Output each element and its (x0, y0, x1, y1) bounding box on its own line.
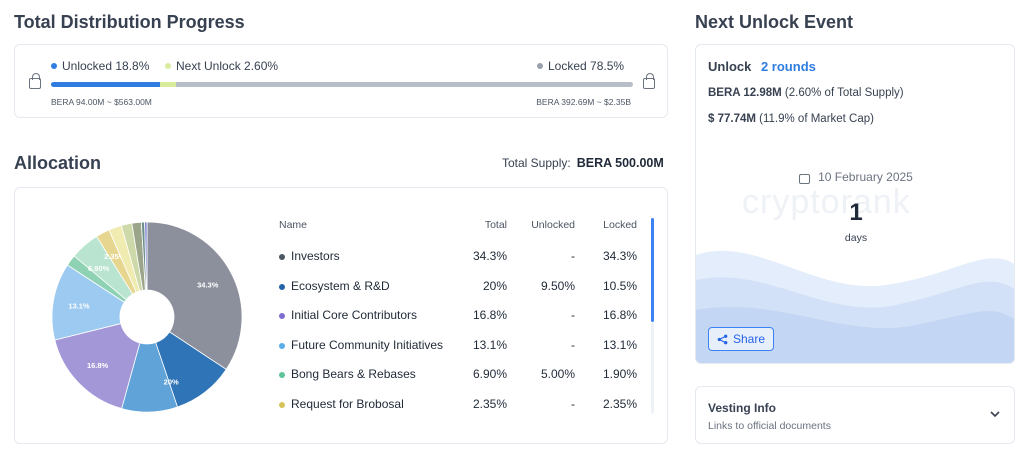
allocation-row-name: Investors (291, 249, 340, 263)
legend-locked: Locked 78.5% (537, 59, 624, 73)
legend-next-unlock: Next Unlock 2.60% (165, 59, 278, 73)
locked-dot (537, 63, 543, 69)
distribution-progress-card: Unlocked 18.8% Next Unlock 2.60% Locked … (14, 44, 668, 118)
allocation-row-unlocked: 9.50% (540, 278, 575, 293)
legend-unlocked-label: Unlocked 18.8% (62, 59, 150, 73)
pie-slice-label: 20% (164, 378, 179, 387)
unlock-bera-amount: BERA 12.98M (2.60% of Total Supply) (708, 87, 904, 99)
unlock-usd-note: (11.9% of Market Cap) (759, 113, 874, 125)
next-unlock-title: Next Unlock Event (695, 12, 854, 32)
legend-locked-label: Locked 78.5% (548, 59, 625, 73)
vesting-title: Vesting Info (708, 401, 777, 415)
table-scrollbar-thumb[interactable] (651, 218, 654, 322)
pie-slice-locked[interactable] (54, 323, 141, 410)
allocation-title: Allocation (14, 153, 102, 173)
allocation-row-name: Bong Bears & Rebases (291, 367, 416, 381)
column-header-total: Total (484, 219, 507, 231)
allocation-row-locked: 10.5% (602, 278, 637, 293)
progress-unlocked-segment (51, 82, 161, 87)
allocation-row-total: 2.35% (472, 396, 507, 411)
row-color-dot (279, 283, 285, 290)
chevron-down-icon[interactable] (990, 411, 1000, 418)
allocation-card: 34.3% 20% 16.8% 13.1% 6.90% 2.35% Name Total … (14, 187, 668, 444)
allocation-row-total: 16.8% (472, 308, 507, 322)
unlock-usd-amount: $ 77.74M (11.9% of Market Cap) (708, 113, 874, 125)
next-unlock-dot (165, 63, 171, 69)
row-color-dot (279, 254, 285, 260)
allocation-row-locked: 1.90% (602, 367, 637, 381)
allocation-row-unlocked: 5.00% (540, 367, 575, 381)
unlock-date: 10 February 2025 (696, 170, 1014, 184)
unlock-icon (29, 73, 41, 89)
countdown-unit: days (844, 232, 868, 244)
allocation-row-unlocked: - (571, 308, 575, 322)
allocation-row-name: Future Community Initiatives (291, 337, 444, 352)
total-supply-value: BERA 500.00M (576, 156, 664, 170)
column-header-name: Name (279, 219, 308, 231)
allocation-row-locked: 16.8% (602, 308, 637, 322)
unlocked-dot (51, 63, 57, 69)
allocation-pie-chart: 34.3% 20% 16.8% 13.1% 6.90% 2.35% (51, 221, 243, 413)
column-header-unlocked: Unlocked (531, 219, 575, 231)
row-color-dot (279, 313, 285, 319)
share-button[interactable]: Share (708, 327, 774, 351)
allocation-row-locked: 2.35% (602, 396, 637, 411)
allocation-row-name: Initial Core Contributors (291, 308, 418, 322)
total-supply-label: Total Supply: (502, 156, 571, 170)
unlock-usd-value: $ 77.74M (708, 113, 756, 125)
vesting-subtitle: Links to official documents (708, 420, 831, 432)
unlock-bera-value: BERA 12.98M (708, 87, 782, 99)
distribution-title: Total Distribution Progress (14, 12, 245, 32)
vesting-info-card[interactable]: Vesting Info Links to official documents (695, 386, 1015, 444)
pie-slice-label: 13.1% (68, 302, 90, 311)
legend-next-unlock-label: Next Unlock 2.60% (176, 59, 279, 73)
allocation-row-total: 34.3% (472, 249, 507, 263)
table-scrollbar-track[interactable] (651, 322, 654, 414)
allocation-row-total: 13.1% (472, 337, 507, 352)
allocation-row-total: 6.90% (472, 367, 507, 381)
row-color-dot (279, 342, 285, 349)
countdown-value: 1 (849, 199, 863, 226)
locked-amount: BERA 392.69M ~ $2.35B (536, 97, 631, 107)
unlock-date-label: 10 February 2025 (818, 170, 913, 184)
next-unlock-card: Unlock 2 rounds BERA 12.98M (2.60% of To… (695, 44, 1015, 364)
watermark-logo: cryptorank (742, 183, 911, 221)
allocation-row-name: Request for Brobosal (291, 396, 404, 411)
share-button-label: Share (732, 332, 766, 346)
distribution-progress-bar (51, 82, 633, 87)
allocation-row-total: 20% (482, 278, 507, 293)
legend-unlocked: Unlocked 18.8% (51, 59, 149, 73)
pie-slice-label: 16.8% (87, 361, 109, 370)
allocation-row-unlocked: - (571, 249, 575, 263)
wave-background (696, 250, 1014, 363)
row-color-dot (279, 401, 285, 408)
row-color-dot (279, 372, 285, 378)
pie-slice-locked[interactable] (144, 221, 148, 291)
share-icon (717, 334, 728, 344)
pie-slice-label: 6.90% (88, 264, 110, 273)
unlock-label: Unlock (708, 59, 752, 74)
progress-next-unlock-segment (160, 82, 176, 87)
total-supply: Total Supply: BERA 500.00M (502, 156, 664, 170)
lock-icon (643, 73, 655, 89)
allocation-row-locked: 13.1% (602, 337, 637, 352)
allocation-row-locked: 34.3% (602, 249, 637, 263)
column-header-locked: Locked (603, 219, 637, 231)
unlock-bera-note: (2.60% of Total Supply) (784, 87, 904, 99)
unlocked-amount: BERA 94.00M ~ $563.00M (51, 97, 152, 107)
allocation-row-unlocked: - (571, 337, 575, 352)
pie-slice-label: 34.3% (197, 280, 219, 289)
unlock-rounds-row: Unlock 2 rounds (708, 59, 816, 74)
pie-slice-label: 2.35% (104, 252, 126, 261)
unlock-rounds-link[interactable]: 2 rounds (760, 59, 816, 74)
allocation-row-unlocked: - (571, 396, 575, 411)
calendar-lock-icon (799, 174, 811, 184)
allocation-row-name: Ecosystem & R&D (291, 278, 390, 293)
